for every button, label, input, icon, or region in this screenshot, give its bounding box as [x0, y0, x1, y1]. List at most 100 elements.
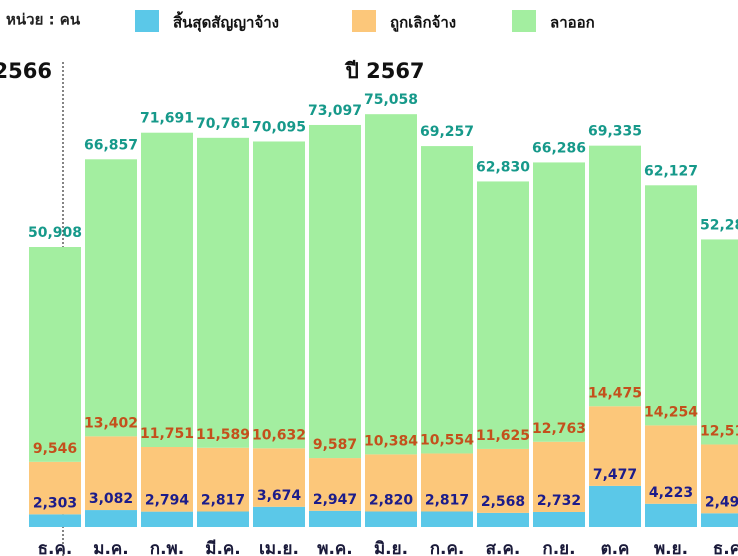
legend-label: ลาออก [550, 14, 595, 32]
data-label: 71,691 [140, 111, 194, 127]
x-tick-label: ก.ค. [430, 539, 465, 556]
data-label: 50,908 [28, 225, 82, 241]
data-label: 62,127 [644, 163, 698, 179]
bar-segment [645, 425, 697, 504]
bar-segment [589, 145, 641, 407]
legend-label: สิ้นสุดสัญญาจ้าง [173, 11, 279, 33]
data-label: 70,761 [196, 116, 250, 132]
bar-segment [365, 454, 417, 512]
bar-segment [29, 461, 81, 515]
data-label: 9,546 [33, 441, 77, 457]
bar-segment [477, 448, 529, 513]
x-tick-label: มี.ค. [205, 538, 241, 556]
data-label: 9,587 [313, 437, 357, 453]
data-label: 2,817 [425, 493, 469, 509]
bar-segment [589, 406, 641, 486]
data-label: 2,817 [201, 493, 245, 509]
data-label: 14,254 [644, 404, 698, 420]
data-label: 10,632 [252, 427, 306, 443]
bar-segment [141, 511, 193, 527]
bar-segment [477, 181, 529, 449]
x-tick-label: มิ.ย. [374, 539, 408, 556]
bar-segment [253, 448, 305, 507]
data-label: 69,257 [420, 124, 474, 140]
bar-segment [365, 511, 417, 527]
unit-label: หน่วย : คน [6, 11, 81, 29]
legend-swatch [512, 10, 536, 32]
chart-title: ปี 2567 [344, 59, 425, 83]
bar-segment [533, 511, 585, 527]
data-label: 10,384 [364, 433, 418, 449]
data-label: 3,674 [257, 488, 302, 504]
x-tick-label: ธ.ค [713, 539, 738, 556]
bar-segment [309, 510, 361, 527]
x-tick-label: ส.ค. [486, 539, 521, 556]
bar-segment [533, 162, 585, 442]
bar-segment [421, 453, 473, 512]
data-label: 2,568 [481, 494, 525, 510]
legend-label: ถูกเลิกจ้าง [390, 14, 456, 33]
data-label: 11,625 [476, 428, 530, 444]
data-label: 2,794 [145, 493, 190, 509]
bar-segment [309, 124, 361, 459]
bar-segment [85, 436, 137, 511]
bar-segment [701, 444, 738, 514]
bar-segment [253, 141, 305, 449]
data-label: 73,097 [308, 103, 362, 119]
x-tick-label: เม.ย. [259, 539, 299, 556]
prior-year-label: 2566 [0, 59, 52, 83]
bar-segment [365, 114, 417, 455]
bar-segment [197, 137, 249, 448]
bar-segment [701, 513, 738, 527]
data-label: 66,857 [84, 137, 138, 153]
data-label: 52,285 [700, 217, 738, 233]
bar-segment [197, 511, 249, 527]
data-label: 3,082 [89, 491, 133, 507]
x-tick-label: ธ.ค. [38, 539, 73, 556]
legend-swatch [352, 10, 376, 32]
x-tick-label: ม.ค. [93, 539, 129, 556]
data-label: 2,303 [33, 495, 77, 511]
bar-segment [589, 485, 641, 527]
data-label: 62,830 [476, 159, 530, 175]
data-label: 69,335 [588, 124, 642, 140]
bar-segment [421, 146, 473, 454]
data-label: 7,477 [593, 467, 637, 483]
legend-swatch [135, 10, 159, 32]
data-label: 10,554 [420, 432, 474, 448]
x-tick-label: ก.ย. [542, 539, 575, 556]
data-label: 13,402 [84, 415, 138, 431]
data-label: 2,820 [369, 492, 414, 508]
bar-segment [29, 514, 81, 527]
bar-segment [309, 458, 361, 511]
data-label: 4,223 [649, 485, 693, 501]
bar-segment [29, 247, 81, 462]
data-label: 2,947 [313, 492, 357, 508]
bar-segment [85, 510, 137, 527]
data-label: 2,732 [537, 493, 581, 509]
x-tick-label: ก.พ. [150, 539, 184, 556]
bar-segment [645, 185, 697, 426]
data-label: 66,286 [532, 140, 586, 156]
data-label: 12,513 [700, 423, 738, 439]
bar-segment [701, 239, 738, 445]
data-label: 75,058 [364, 92, 418, 108]
x-tick-label: ต.ค [601, 539, 630, 556]
x-tick-label: พ.ย. [654, 539, 688, 556]
data-label: 12,763 [532, 421, 586, 437]
data-label: 11,589 [196, 427, 250, 443]
bar-segment [421, 511, 473, 527]
bar-segment [477, 512, 529, 527]
data-label: 70,095 [252, 119, 306, 135]
bar-segment [533, 441, 585, 512]
data-label: 11,751 [140, 426, 194, 442]
bar-segment [85, 159, 137, 437]
bar-segment [141, 447, 193, 512]
x-tick-label: พ.ค. [317, 539, 353, 556]
bar-segment [253, 506, 305, 527]
data-label: 2,494 [705, 494, 738, 510]
bar-segment [141, 132, 193, 448]
bar-segment [645, 503, 697, 527]
bar-segment [197, 447, 249, 512]
